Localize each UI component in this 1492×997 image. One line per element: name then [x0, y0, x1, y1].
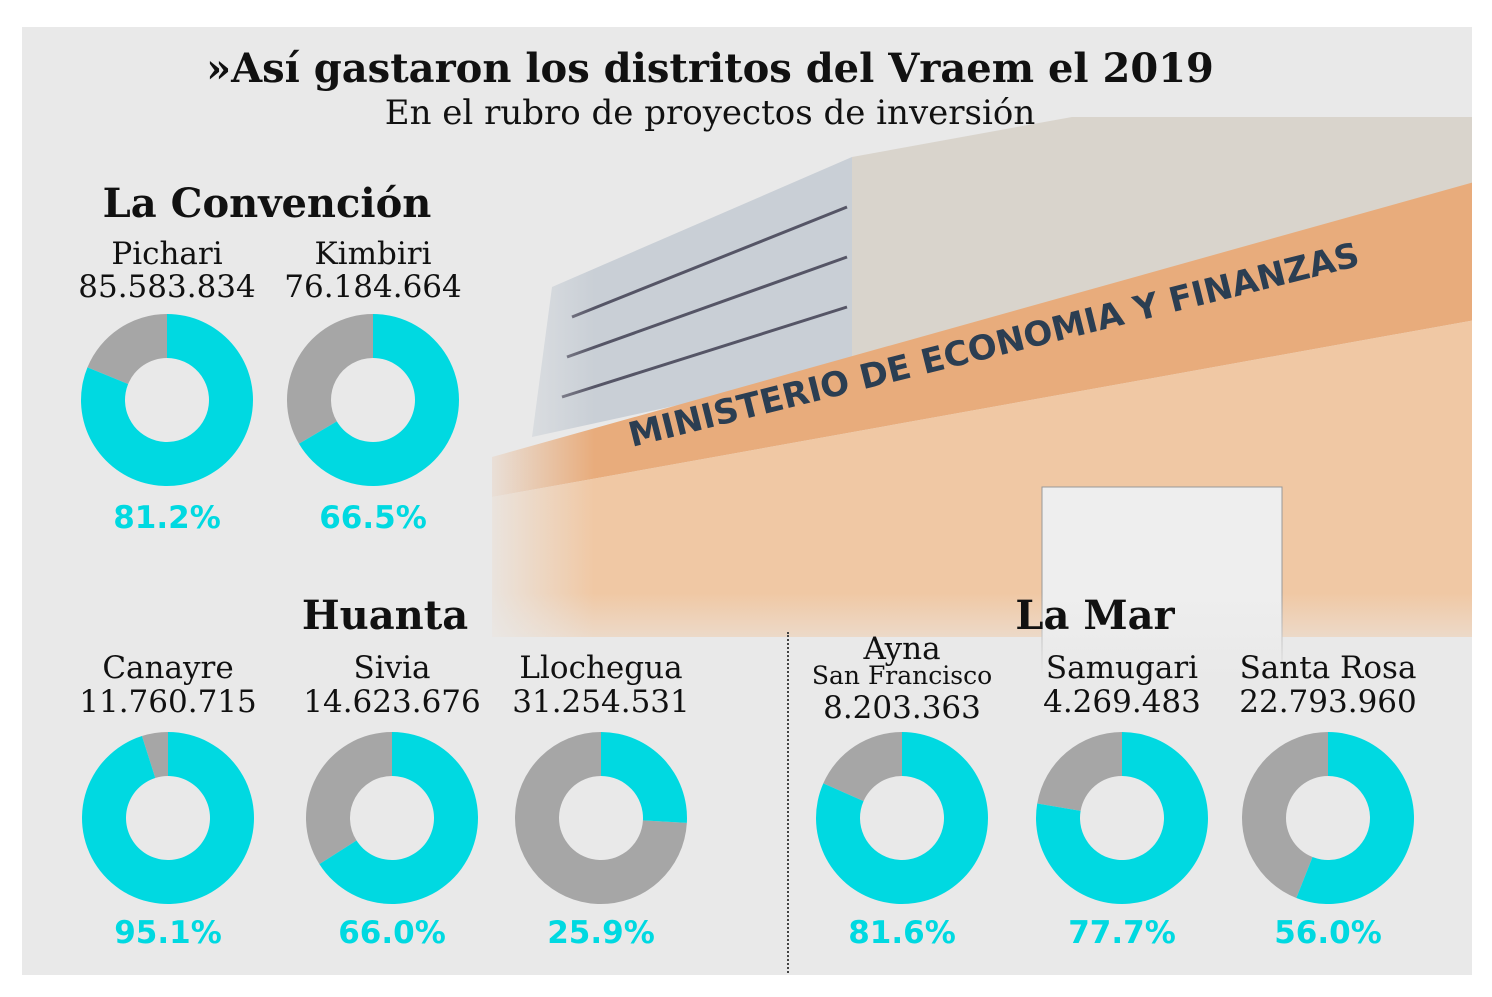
district-amount: 11.760.715 — [79, 684, 257, 720]
district-name: Canayre — [102, 650, 234, 686]
percent-label: 66.5% — [319, 500, 427, 536]
district-name: Santa Rosa — [1239, 650, 1417, 686]
percent-label: 77.7% — [1068, 915, 1176, 951]
district-name: Ayna — [863, 631, 941, 667]
district-amount: 8.203.363 — [823, 690, 981, 726]
percent-label: 81.6% — [848, 915, 956, 951]
percent-label: 25.9% — [547, 915, 655, 951]
district-amount: 22.793.960 — [1239, 684, 1417, 720]
district-name: Samugari — [1045, 650, 1199, 686]
district-amount: 85.583.834 — [78, 269, 256, 305]
percent-label: 81.2% — [113, 500, 221, 536]
district-amount: 31.254.531 — [512, 684, 690, 720]
district-name: Kimbiri — [314, 236, 432, 272]
percent-label: 56.0% — [1274, 915, 1382, 951]
region-la-mar: La Mar — [1015, 592, 1175, 639]
ministry-building-photo: MINISTERIO DE ECONOMIA Y FINANZAS — [472, 117, 1472, 677]
district-name: Sivia — [353, 650, 431, 686]
district-name-line2: San Francisco — [811, 661, 993, 690]
region-huanta: Huanta — [301, 592, 469, 639]
region-divider — [787, 632, 789, 975]
chart-title: »Así gastaron los distritos del Vraem el… — [206, 45, 1214, 92]
chart-subtitle: En el rubro de proyectos de inversión — [384, 93, 1036, 133]
district-amount: 4.269.483 — [1043, 684, 1201, 720]
district-name: Pichari — [111, 236, 223, 272]
region-la-convencion: La Convención — [102, 180, 432, 227]
district-amount: 14.623.676 — [303, 684, 481, 720]
district-name: Llochegua — [519, 650, 683, 686]
district-amount: 76.184.664 — [284, 269, 462, 305]
percent-label: 66.0% — [338, 915, 446, 951]
percent-label: 95.1% — [114, 915, 222, 951]
infographic-panel: MINISTERIO DE ECONOMIA Y FINANZAS — [22, 27, 1472, 975]
